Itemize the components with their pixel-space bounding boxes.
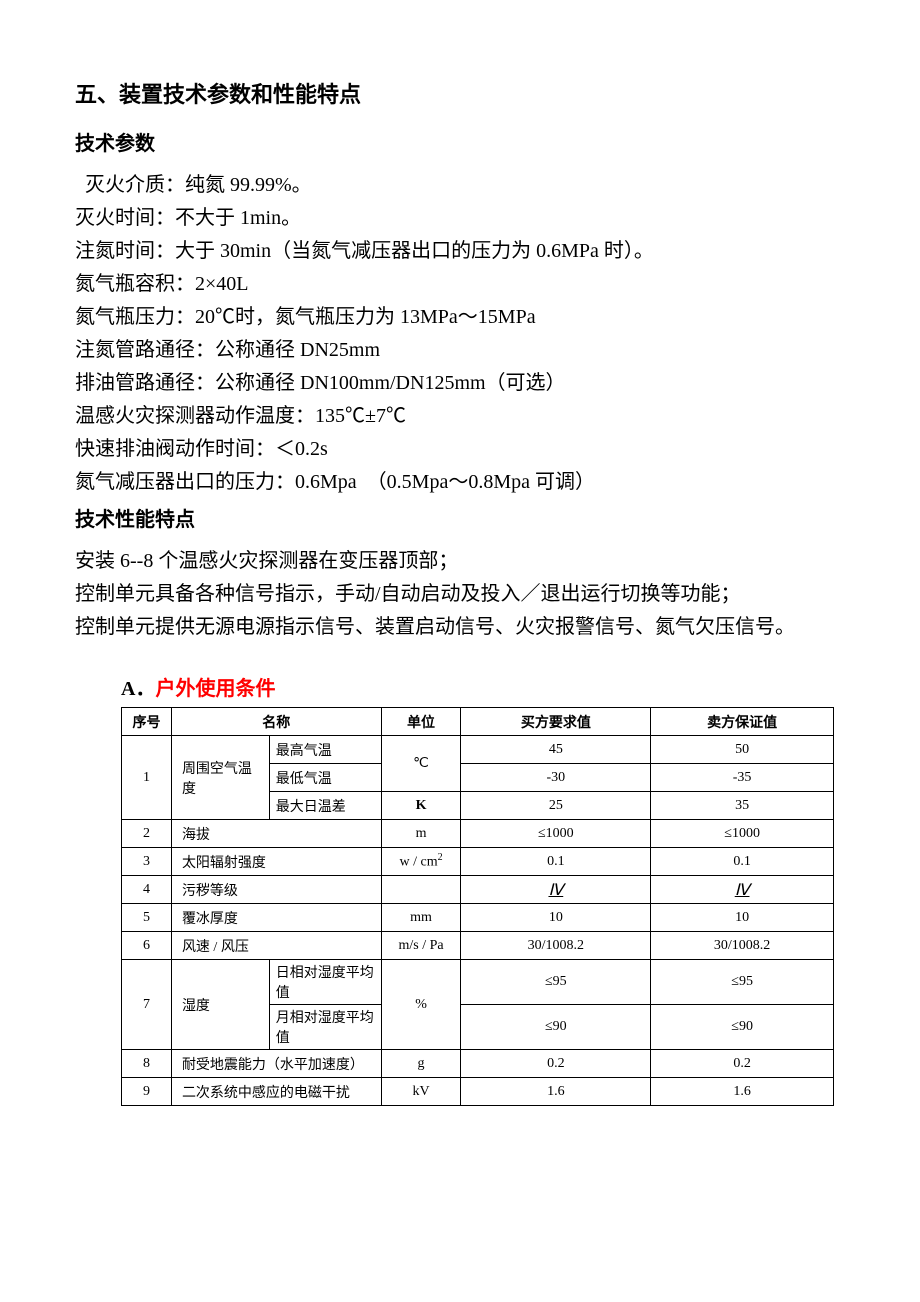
tech-param-line: 注氮时间：大于 30min（当氮气减压器出口的压力为 0.6MPa 时）。: [75, 235, 845, 268]
cell-buyer: 0.2: [461, 1050, 651, 1078]
cell-buyer: 1.6: [461, 1078, 651, 1106]
cell-seller: ≤95: [651, 960, 834, 1005]
cell-unit: K: [381, 792, 461, 820]
cell-seq: 6: [122, 932, 172, 960]
cell-sub: 最大日温差: [269, 792, 381, 820]
cell-seller: 0.1: [651, 848, 834, 876]
cell-name: 湿度: [171, 960, 269, 1050]
heading-tech-params: 技术参数: [75, 129, 845, 159]
section-a-prefix: A．: [121, 678, 155, 700]
th-name: 名称: [171, 708, 381, 736]
cell-unit: %: [381, 960, 461, 1050]
table-row: 8 耐受地震能力（水平加速度） g 0.2 0.2: [122, 1050, 834, 1078]
cell-sub: 最低气温: [269, 764, 381, 792]
table-row: 1 周围空气温度 最高气温 ℃ 45 50: [122, 736, 834, 764]
cell-unit: w / cm2: [381, 848, 461, 876]
cell-name: 海拔: [171, 820, 381, 848]
cell-buyer: 30/1008.2: [461, 932, 651, 960]
table-row: 5 覆冰厚度 mm 10 10: [122, 904, 834, 932]
cell-seq: 7: [122, 960, 172, 1050]
tech-feature-line: 安装 6--8 个温感火灾探测器在变压器顶部；: [75, 545, 845, 578]
tech-feature-line: 控制单元具备各种信号指示，手动/自动启动及投入／退出运行切换等功能；: [75, 578, 845, 611]
table-row: 6 风速 / 风压 m/s / Pa 30/1008.2 30/1008.2: [122, 932, 834, 960]
cell-buyer: 25: [461, 792, 651, 820]
cell-name: 风速 / 风压: [171, 932, 381, 960]
th-unit: 单位: [381, 708, 461, 736]
table-row: 3 太阳辐射强度 w / cm2 0.1 0.1: [122, 848, 834, 876]
cell-seq: 4: [122, 876, 172, 904]
cell-name: 周围空气温度: [171, 736, 269, 820]
th-seller: 卖方保证值: [651, 708, 834, 736]
cell-buyer: ≤1000: [461, 820, 651, 848]
cell-unit: mm: [381, 904, 461, 932]
tech-param-line: 灭火介质：纯氮 99.99%。: [75, 169, 845, 202]
cell-unit: ℃: [381, 736, 461, 792]
cell-unit: m/s / Pa: [381, 932, 461, 960]
table-row: 2 海拔 m ≤1000 ≤1000: [122, 820, 834, 848]
tech-param-line: 氮气瓶容积：2×40L: [75, 268, 845, 301]
cell-buyer: 0.1: [461, 848, 651, 876]
cell-seq: 9: [122, 1078, 172, 1106]
cell-unit: g: [381, 1050, 461, 1078]
table-header-row: 序号 名称 单位 买方要求值 卖方保证值: [122, 708, 834, 736]
cell-seq: 2: [122, 820, 172, 848]
tech-param-line: 快速排油阀动作时间：＜0.2s: [75, 433, 845, 466]
cell-buyer: -30: [461, 764, 651, 792]
cell-sub: 日相对湿度平均值: [269, 960, 381, 1005]
cell-buyer: Ⅳ: [461, 876, 651, 904]
cell-seq: 5: [122, 904, 172, 932]
cell-seller: ≤90: [651, 1005, 834, 1050]
cell-seller: Ⅳ: [651, 876, 834, 904]
cell-name: 覆冰厚度: [171, 904, 381, 932]
tech-param-line: 温感火灾探测器动作温度：135℃±7℃: [75, 400, 845, 433]
heading-main: 五、装置技术参数和性能特点: [75, 78, 845, 111]
cell-seller: 10: [651, 904, 834, 932]
tech-param-line: 氮气瓶压力：20℃时，氮气瓶压力为 13MPa～15MPa: [75, 301, 845, 334]
section-a: A．户外使用条件 序号 名称 单位 买方要求值 卖方保证值 1 周围空气温度 最…: [121, 672, 845, 1106]
cell-seller: 1.6: [651, 1078, 834, 1106]
cell-seller: 35: [651, 792, 834, 820]
cell-sub: 最高气温: [269, 736, 381, 764]
cell-seq: 1: [122, 736, 172, 820]
th-seq: 序号: [122, 708, 172, 736]
heading-tech-feature: 技术性能特点: [75, 505, 845, 535]
cell-buyer: ≤90: [461, 1005, 651, 1050]
cell-seq: 3: [122, 848, 172, 876]
cell-unit: kV: [381, 1078, 461, 1106]
cell-seller: ≤1000: [651, 820, 834, 848]
tech-param-line: 氮气减压器出口的压力：0.6Mpa （0.5Mpa～0.8Mpa 可调）: [75, 466, 845, 499]
cell-seller: 30/1008.2: [651, 932, 834, 960]
cell-name: 二次系统中感应的电磁干扰: [171, 1078, 381, 1106]
cell-buyer: ≤95: [461, 960, 651, 1005]
table-row: 4 污秽等级 Ⅳ Ⅳ: [122, 876, 834, 904]
cell-seller: 50: [651, 736, 834, 764]
th-buyer: 买方要求值: [461, 708, 651, 736]
tech-feature-line: 控制单元提供无源电源指示信号、装置启动信号、火灾报警信号、氮气欠压信号。: [75, 611, 845, 644]
cell-seq: 8: [122, 1050, 172, 1078]
tech-param-line: 灭火时间：不大于 1min。: [75, 202, 845, 235]
table-row: 9 二次系统中感应的电磁干扰 kV 1.6 1.6: [122, 1078, 834, 1106]
section-a-title: A．户外使用条件: [121, 672, 845, 701]
cell-buyer: 10: [461, 904, 651, 932]
table-row: 7 湿度 日相对湿度平均值 % ≤95 ≤95: [122, 960, 834, 1005]
cell-name: 耐受地震能力（水平加速度）: [171, 1050, 381, 1078]
cell-unit: m: [381, 820, 461, 848]
cell-name: 污秽等级: [171, 876, 381, 904]
cell-unit: [381, 876, 461, 904]
tech-param-line: 排油管路通径：公称通径 DN100mm/DN125mm（可选）: [75, 367, 845, 400]
cell-seller: -35: [651, 764, 834, 792]
tech-param-line: 注氮管路通径：公称通径 DN25mm: [75, 334, 845, 367]
section-a-title-text: 户外使用条件: [155, 678, 275, 700]
cell-seller: 0.2: [651, 1050, 834, 1078]
cell-buyer: 45: [461, 736, 651, 764]
conditions-table: 序号 名称 单位 买方要求值 卖方保证值 1 周围空气温度 最高气温 ℃ 45 …: [121, 707, 834, 1106]
cell-name: 太阳辐射强度: [171, 848, 381, 876]
cell-sub: 月相对湿度平均值: [269, 1005, 381, 1050]
